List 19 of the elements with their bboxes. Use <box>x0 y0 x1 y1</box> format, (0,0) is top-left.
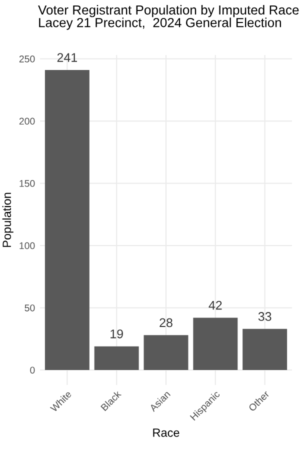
y-tick-label: 100 <box>20 242 35 250</box>
bar <box>44 70 90 370</box>
bar <box>242 328 288 370</box>
bar <box>94 346 139 370</box>
data-label: 19 <box>110 329 123 338</box>
data-label: 241 <box>57 53 77 62</box>
x-axis-title: Race <box>153 428 180 437</box>
chart-title: Voter Registrant Population by Imputed Race Lacey 21 Precinct, 2024 General Election <box>38 5 299 30</box>
data-label: 28 <box>160 318 172 328</box>
y-tick-label: 200 <box>19 118 35 125</box>
y-tick-label: 0 <box>30 366 35 374</box>
data-label: 33 <box>258 312 272 321</box>
y-tick-label: 150 <box>20 180 35 187</box>
bar <box>193 318 238 370</box>
data-label: 42 <box>208 300 222 310</box>
y-axis-title: Population <box>2 192 14 247</box>
y-tick-label: 250 <box>19 56 35 62</box>
bar <box>144 335 188 370</box>
y-tick-label: 50 <box>24 304 35 312</box>
